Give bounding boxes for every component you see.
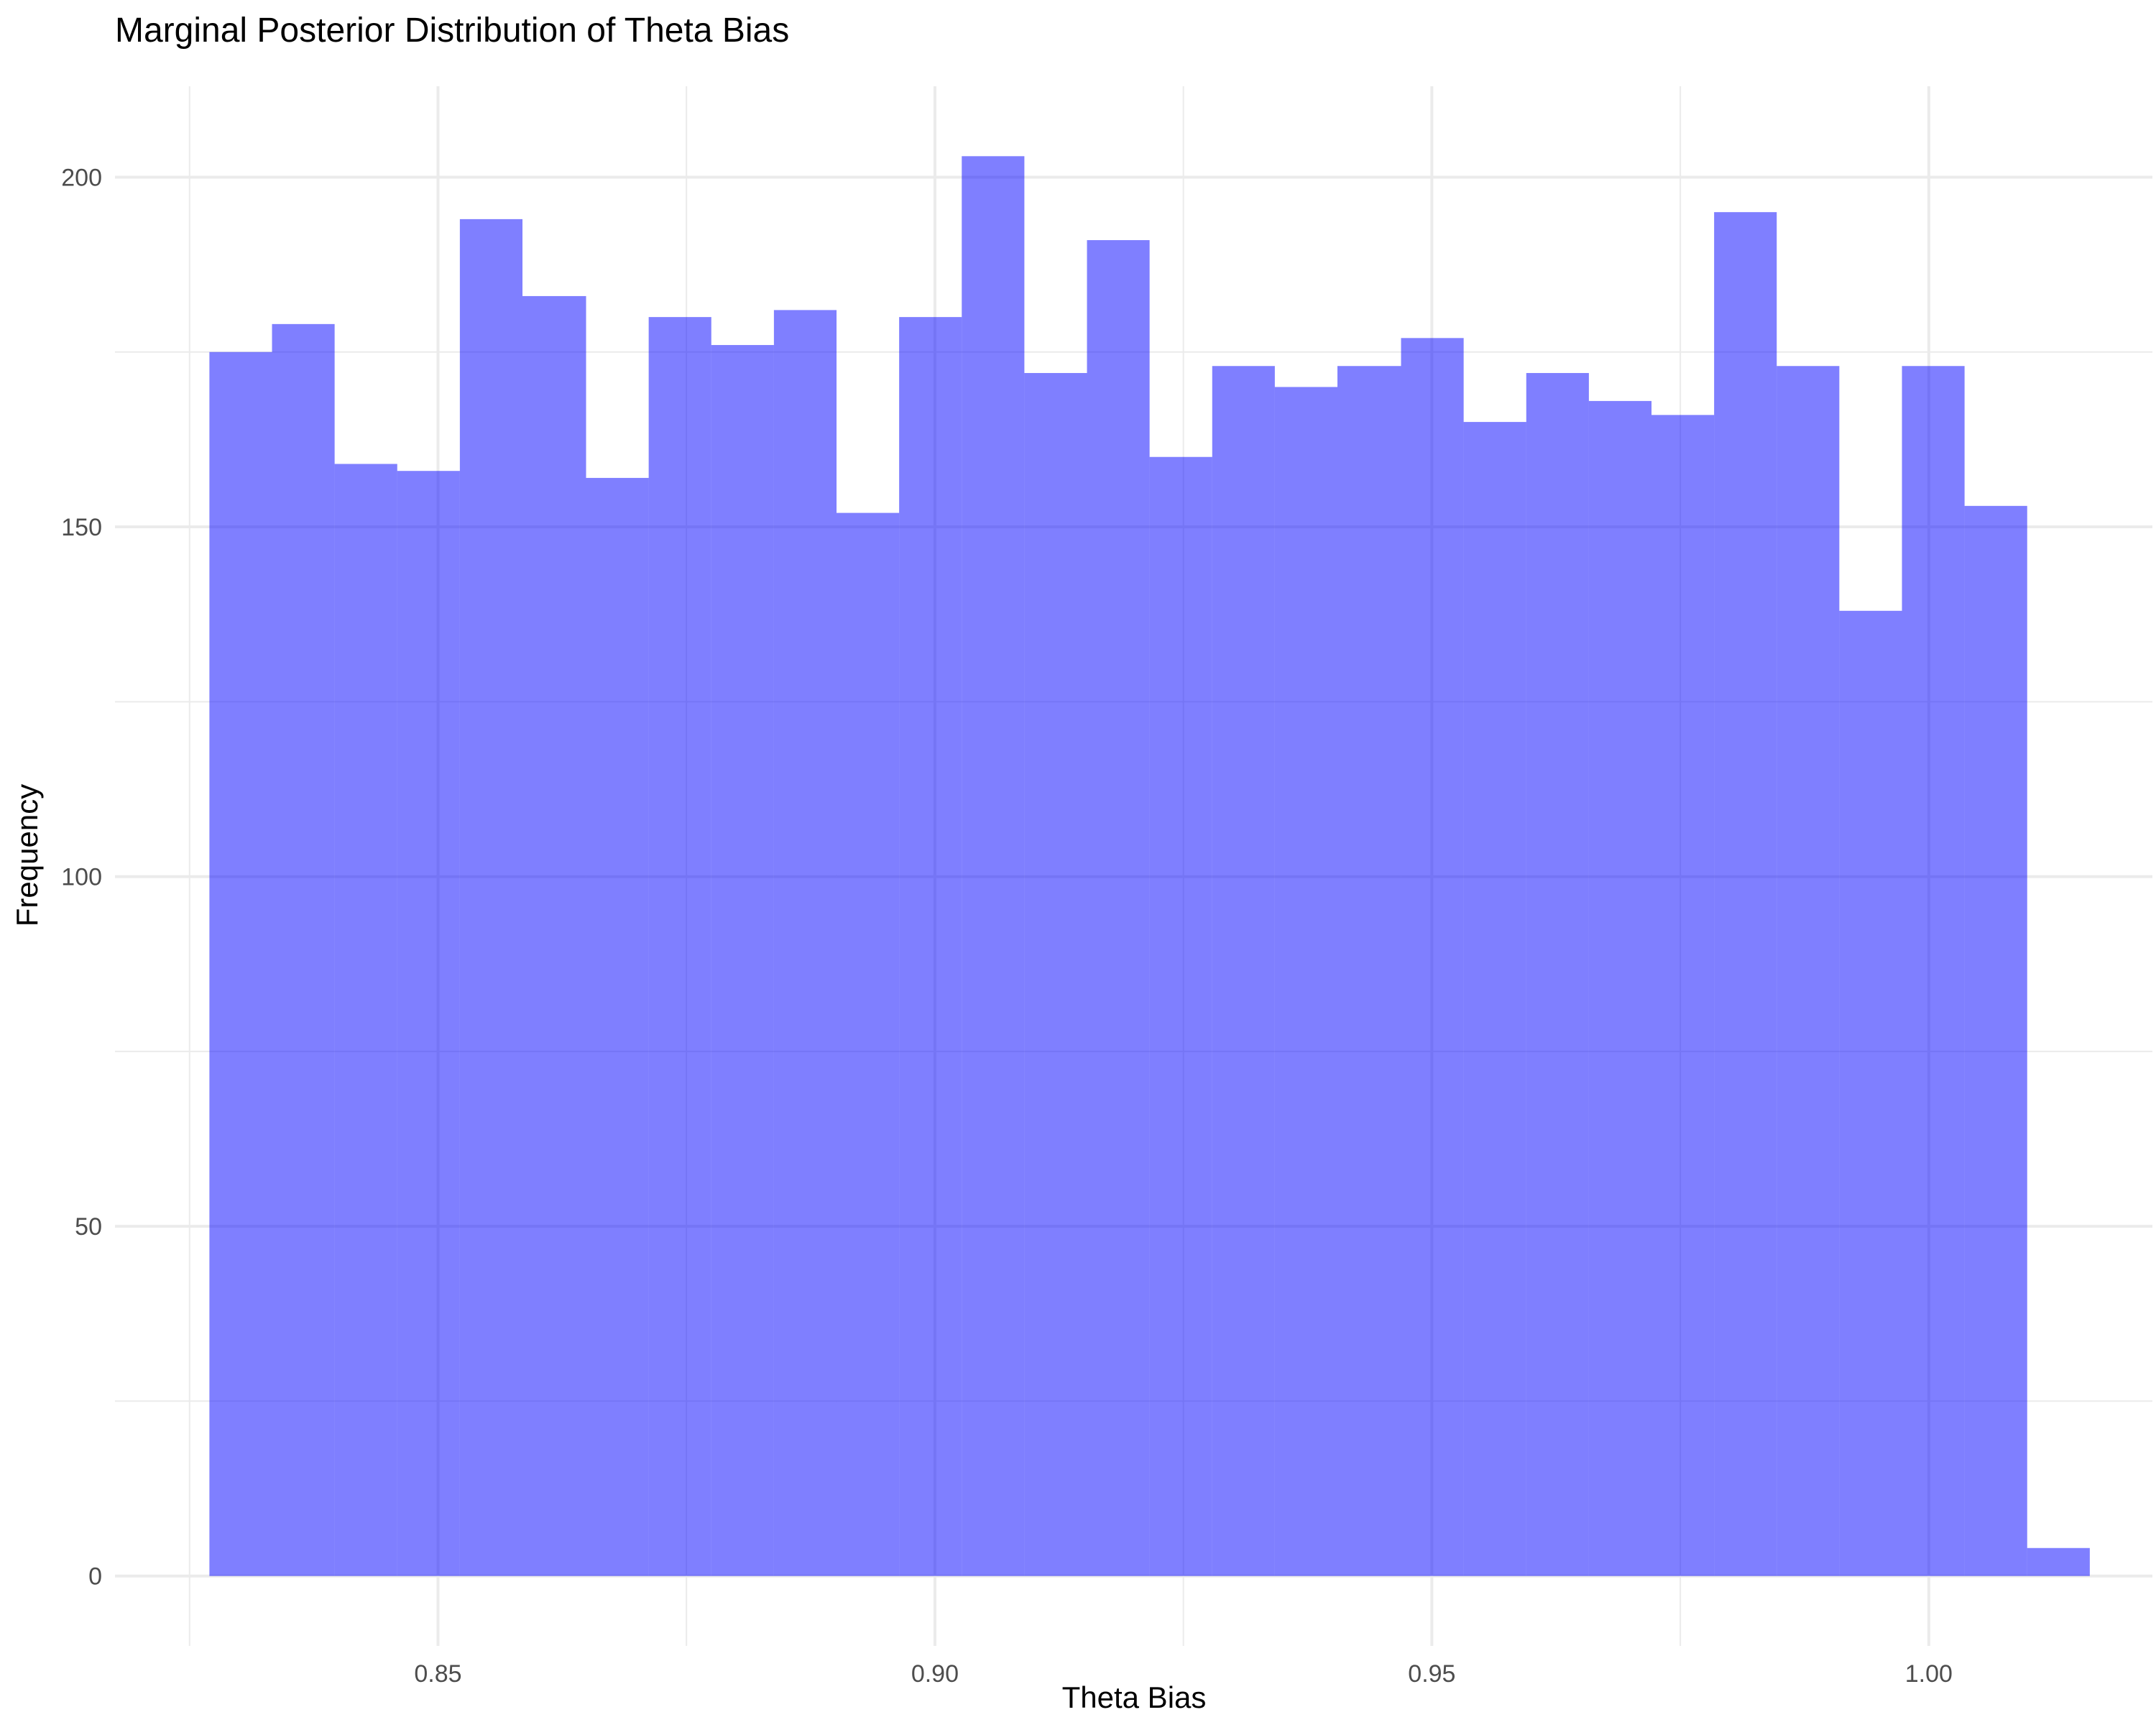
histogram-bar: [522, 295, 586, 1576]
y-axis-ticks: 0 50 100 150 200: [61, 165, 102, 1591]
y-tick-label: 0: [88, 1563, 102, 1591]
histogram-bar: [1337, 366, 1401, 1576]
histogram-bar: [1149, 456, 1212, 1576]
histogram-bar: [648, 317, 711, 1576]
histogram-bar: [1212, 366, 1275, 1576]
histogram-bar: [2027, 1547, 2090, 1576]
histogram-bar: [272, 323, 335, 1576]
histogram-bar: [1964, 505, 2027, 1576]
histogram-bar: [1274, 387, 1337, 1576]
x-tick-label: 0.85: [414, 1660, 461, 1688]
histogram-bar: [711, 345, 774, 1576]
histogram-bar: [209, 351, 272, 1576]
histogram-bar: [837, 512, 900, 1576]
histogram-bar: [397, 471, 460, 1576]
histogram-bar: [1588, 400, 1652, 1576]
x-axis-title: Theta Bias: [1062, 1680, 1207, 1714]
y-tick-label: 200: [61, 165, 102, 192]
x-tick-label: 1.00: [1905, 1660, 1953, 1688]
histogram-bar: [334, 464, 397, 1576]
histogram-bar: [1401, 338, 1464, 1576]
chart-title: Marginal Posterior Distribution of Theta…: [115, 12, 789, 50]
y-tick-label: 150: [61, 514, 102, 541]
y-tick-label: 100: [61, 864, 102, 891]
histogram-bar: [586, 477, 649, 1576]
y-tick-label: 50: [75, 1213, 102, 1241]
histogram-bar: [899, 317, 962, 1576]
histogram-bar: [962, 156, 1025, 1576]
histogram-bar: [1902, 366, 1965, 1576]
histogram-bar: [1087, 240, 1150, 1576]
histogram-bar: [1526, 372, 1589, 1576]
y-axis-title: Frequency: [10, 784, 44, 926]
histogram-bar: [1024, 372, 1087, 1576]
histogram-bar: [773, 310, 837, 1576]
x-tick-label: 0.90: [911, 1660, 959, 1688]
x-tick-label: 0.95: [1408, 1660, 1455, 1688]
histogram-bar: [459, 218, 522, 1576]
histogram-bars: [209, 156, 2090, 1576]
histogram-bar: [1714, 212, 1777, 1576]
histogram-bar: [1839, 610, 1902, 1576]
histogram-bar: [1777, 366, 1840, 1576]
histogram-bar: [1463, 422, 1526, 1576]
x-axis-ticks: 0.85 0.90 0.95 1.00: [414, 1660, 1953, 1688]
histogram-bar: [1651, 415, 1715, 1576]
